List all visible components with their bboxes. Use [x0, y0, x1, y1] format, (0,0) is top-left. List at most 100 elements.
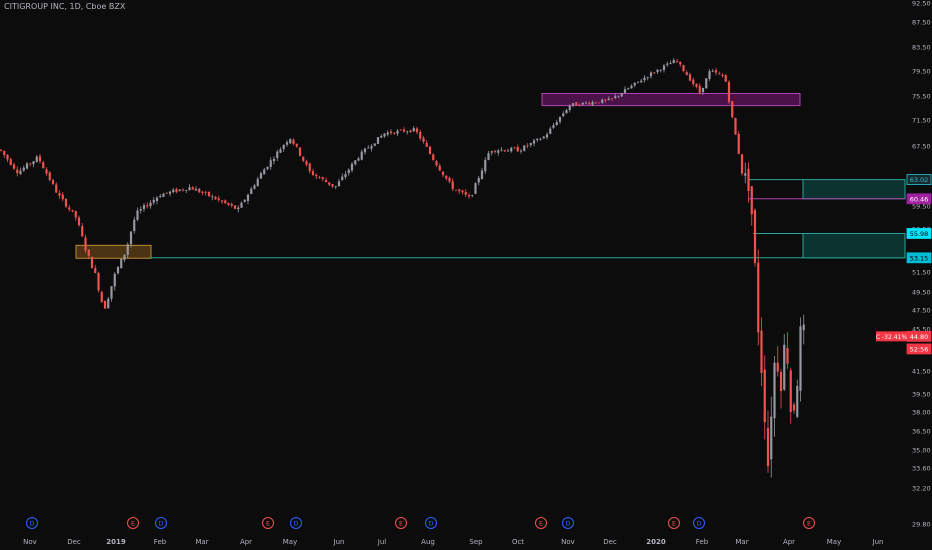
candle [32, 160, 35, 168]
event-label: D [29, 520, 34, 528]
candle [542, 135, 545, 139]
candle [71, 209, 74, 213]
dividend-event-icon[interactable]: D [155, 517, 167, 529]
candle [565, 108, 568, 114]
candle [402, 127, 406, 133]
candle [672, 58, 675, 64]
event-label: E [539, 520, 543, 528]
candle [584, 101, 588, 105]
event-label: D [565, 520, 570, 528]
candle [214, 195, 217, 200]
candle [357, 156, 360, 162]
earnings-event-icon[interactable]: E [535, 517, 547, 529]
dividend-event-icon[interactable]: D [693, 517, 705, 529]
candle [623, 86, 627, 94]
candle [757, 249, 760, 346]
earnings-event-icon[interactable]: E [668, 517, 680, 529]
candle [74, 210, 77, 221]
candle [451, 178, 454, 191]
dividend-event-icon[interactable]: D [290, 517, 302, 529]
candle [289, 138, 292, 145]
candle [610, 98, 614, 101]
candle [373, 143, 376, 147]
candle [714, 67, 718, 76]
candle [519, 148, 523, 154]
candle [35, 155, 38, 163]
candle [139, 206, 142, 214]
candle [614, 93, 617, 99]
candle [779, 368, 783, 409]
candle [571, 103, 575, 108]
candle [399, 129, 402, 131]
price-axis[interactable]: 92.50 87.50 83.50 79.50 75.50 71.50 67.50 59.50… [912, 0, 931, 529]
candle [233, 205, 237, 210]
candle [497, 149, 500, 156]
earnings-event-icon[interactable]: E [395, 517, 407, 529]
candle [282, 144, 285, 153]
candle [149, 200, 152, 209]
candle [172, 187, 175, 194]
candle [347, 168, 350, 176]
candle [705, 78, 708, 89]
candle [396, 129, 399, 136]
candle [753, 208, 757, 267]
candle [744, 162, 747, 184]
candle [516, 144, 519, 152]
y-tick-label: 59.50 [912, 203, 931, 211]
time-axis[interactable]: Nov Dec 2019 Feb Mar Apr May Jun Jul Aug Sep Oct Nov… [23, 538, 883, 546]
price-badge-label: 55.98 [910, 230, 929, 238]
candle [760, 317, 763, 387]
candle [500, 147, 503, 152]
candle [276, 149, 279, 162]
candle [344, 171, 347, 180]
candle [604, 98, 607, 103]
x-tick-label: Apr [240, 538, 252, 546]
candle [90, 256, 94, 269]
chart-title: CITIGROUP INC, 1D, Cboe BZX [4, 2, 126, 11]
candle [240, 201, 243, 209]
event-label: D [428, 520, 433, 528]
candle [22, 165, 25, 172]
candle [568, 104, 571, 113]
candle [305, 159, 308, 167]
y-tick-label: 47.50 [912, 307, 931, 315]
candle [594, 101, 597, 104]
price-badge-label: 63.02 [910, 176, 929, 184]
candle [376, 137, 380, 144]
candle [363, 147, 367, 155]
event-label: E [131, 520, 135, 528]
dividend-event-icon[interactable]: D [562, 517, 574, 529]
candle [81, 223, 84, 238]
earnings-event-icon[interactable]: E [262, 517, 274, 529]
candle [334, 186, 337, 190]
candle [61, 192, 64, 202]
candle [337, 178, 341, 187]
dividend-event-icon[interactable]: D [425, 517, 437, 529]
dividend-event-icon[interactable]: D [26, 517, 38, 529]
y-tick-label: 79.50 [912, 68, 931, 76]
candle [191, 186, 194, 190]
candle [770, 396, 773, 478]
candle [578, 103, 581, 107]
candle [523, 145, 526, 152]
candle [207, 191, 211, 197]
candle [419, 129, 422, 141]
candle [536, 138, 539, 143]
x-tick-label: May [827, 538, 841, 546]
price-badge-label: 44.80 [910, 333, 929, 341]
earnings-event-icon[interactable]: E [127, 517, 139, 529]
event-label: E [266, 520, 270, 528]
earnings-event-icon[interactable]: E [803, 517, 815, 529]
event-label: D [293, 520, 298, 528]
candle [315, 173, 318, 180]
candle [740, 154, 744, 176]
candle [435, 160, 438, 167]
candle [731, 100, 734, 119]
event-label: E [807, 520, 811, 528]
y-tick-label: 71.50 [912, 117, 931, 125]
candle [467, 192, 471, 199]
candle [155, 196, 159, 205]
candle [350, 161, 354, 173]
candle [77, 215, 81, 227]
